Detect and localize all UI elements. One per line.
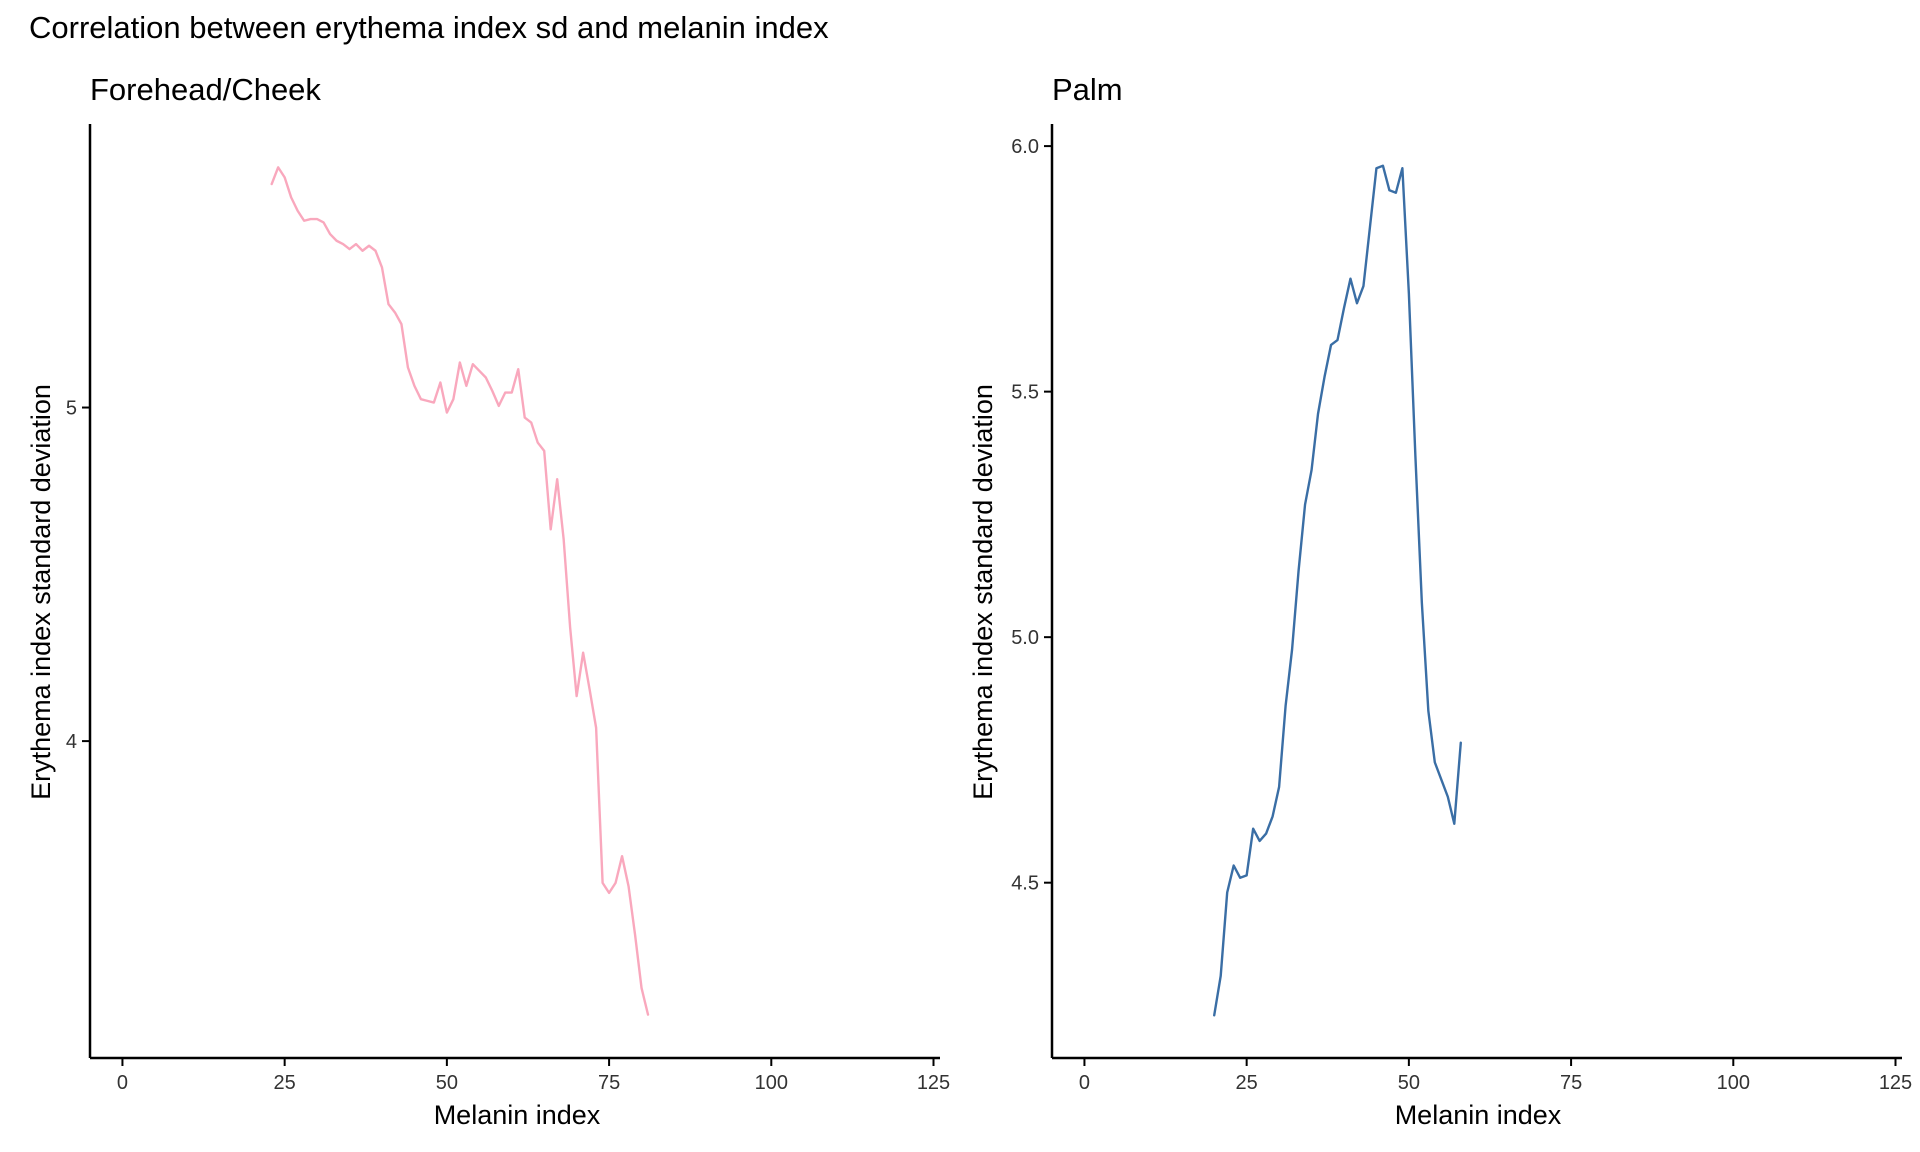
y-tick-label: 5.0 [1011,627,1039,649]
x-tick-label: 75 [598,1072,620,1094]
panel-palm: Palm 0 25 50 75 100 125 4.5 5.0 5.5 6.0 Melanin i… [968,72,1912,1130]
x-tick-label: 0 [1079,1072,1090,1094]
panel-title-palm: Palm [1052,72,1123,107]
x-tick-label: 100 [1717,1072,1750,1094]
panel-forehead-cheek: Forehead/Cheek 0 25 50 75 100 125 4 5 Melanin i… [26,72,950,1130]
plot-area-palm: 0 25 50 75 100 125 4.5 5.0 5.5 6.0 [1011,124,1912,1094]
series-line-palm [1213,164,1462,1017]
x-tick-label: 25 [1236,1072,1258,1094]
x-tick-label: 100 [755,1072,788,1094]
y-axis-label-palm: Erythema index standard deviation [968,384,998,800]
x-tick-label: 50 [436,1072,458,1094]
x-tick-label: 50 [1398,1072,1420,1094]
x-tick-label: 125 [917,1072,950,1094]
y-tick-label: 4 [66,731,77,753]
x-axis-label-palm: Melanin index [1395,1100,1562,1130]
figure-title: Correlation between erythema index sd an… [29,10,829,45]
y-axis-label-forehead-cheek: Erythema index standard deviation [26,384,56,800]
x-tick-label: 0 [117,1072,128,1094]
y-tick-label: 5 [66,398,77,420]
x-tick-label: 25 [274,1072,296,1094]
y-tick-label: 4.5 [1011,873,1039,895]
x-tick-label: 125 [1879,1072,1912,1094]
x-tick-label: 75 [1560,1072,1582,1094]
panel-title-forehead-cheek: Forehead/Cheek [90,72,321,107]
x-axis-label-forehead-cheek: Melanin index [434,1100,601,1130]
y-tick-label: 5.5 [1011,382,1039,404]
plot-area-forehead-cheek: 0 25 50 75 100 125 4 5 [66,124,950,1094]
y-tick-label: 6.0 [1011,136,1039,158]
series-line-forehead-cheek [270,166,650,1016]
